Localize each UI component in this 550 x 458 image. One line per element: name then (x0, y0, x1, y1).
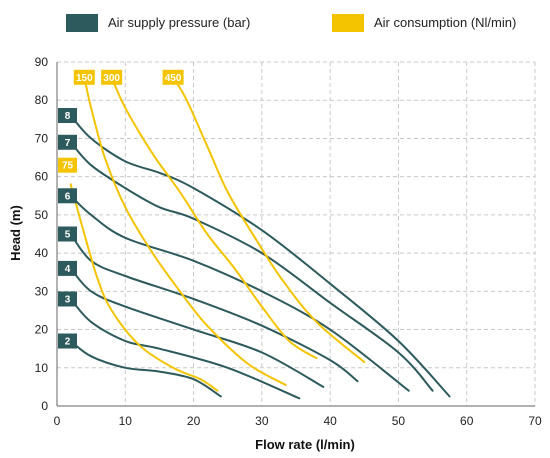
x-tick-label: 10 (119, 414, 133, 428)
series-line-consumption-150 (83, 76, 287, 386)
series-tag-box (58, 188, 77, 204)
x-tick-label: 30 (255, 414, 269, 428)
x-tick-label: 50 (392, 414, 406, 428)
series-tag-box (101, 69, 123, 85)
series-tag-consumption-75: 75 (58, 157, 77, 173)
series-line-pressure-7 (69, 141, 434, 392)
series-tag-box (58, 291, 77, 307)
series-tag-box (162, 69, 184, 85)
series-layer (69, 76, 451, 400)
y-axis-title: Head (m) (8, 205, 23, 261)
axes: 0 10 20 30 40 50 60 70 0 10 20 30 40 50 60 70 80 90 (35, 55, 542, 428)
legend-label-consumption: Air consumption (Nl/min) (374, 15, 516, 30)
series-line-pressure-2 (69, 340, 222, 398)
series-line-consumption-300 (110, 76, 318, 360)
y-tick-label: 80 (35, 93, 49, 107)
series-line-pressure-3 (69, 298, 301, 400)
series-tag-label: 450 (165, 73, 182, 84)
series-tag-box (58, 134, 77, 150)
series-tag-pressure-8: 8 (58, 108, 77, 124)
series-line-pressure-8 (69, 114, 451, 398)
series-tag-box (58, 260, 77, 276)
series-tag-label: 300 (103, 73, 120, 84)
series-line-pressure-6 (69, 194, 410, 392)
x-tick-label: 0 (54, 414, 61, 428)
legend-swatch-pressure (66, 14, 98, 32)
series-tag-box (58, 157, 77, 173)
x-axis-title: Flow rate (l/min) (255, 437, 355, 452)
series-tag-label: 6 (65, 191, 71, 202)
legend-swatch-consumption (332, 14, 364, 32)
y-tick-label: 10 (35, 361, 49, 375)
series-tag-box (58, 108, 77, 124)
x-tick-label: 60 (460, 414, 474, 428)
series-line-pressure-4 (69, 267, 325, 388)
series-tag-label: 7 (65, 138, 71, 149)
series-tag-consumption-150: 150 (73, 69, 95, 85)
y-tick-label: 0 (41, 399, 48, 413)
x-tick-label: 40 (323, 414, 337, 428)
series-tags: 2 3 4 5 6 7 8 75 150 300 450 (58, 69, 184, 349)
series-tag-box (73, 69, 95, 85)
series-tag-pressure-3: 3 (58, 291, 77, 307)
grid (57, 61, 536, 406)
series-tag-pressure-7: 7 (58, 134, 77, 150)
series-line-consumption-75 (69, 183, 219, 392)
series-tag-label: 5 (65, 230, 71, 241)
y-tick-label: 60 (35, 170, 49, 184)
y-tick-label: 90 (35, 55, 49, 69)
y-tick-label: 70 (35, 131, 49, 145)
series-tag-label: 75 (62, 161, 74, 172)
legend: Air supply pressure (bar) Air consumptio… (66, 14, 516, 32)
series-tag-pressure-6: 6 (58, 188, 77, 204)
series-tag-pressure-4: 4 (58, 260, 77, 276)
x-tick-label: 20 (187, 414, 201, 428)
series-tag-pressure-5: 5 (58, 226, 77, 242)
series-tag-label: 150 (76, 73, 93, 84)
legend-label-pressure: Air supply pressure (bar) (108, 15, 250, 30)
series-tag-label: 3 (65, 294, 71, 305)
series-tag-label: 4 (65, 264, 71, 275)
y-tick-label: 50 (35, 208, 49, 222)
series-tag-label: 2 (65, 337, 71, 348)
series-tag-label: 8 (65, 111, 71, 122)
y-tick-label: 20 (35, 323, 49, 337)
y-tick-label: 40 (35, 246, 49, 260)
y-tick-label: 30 (35, 284, 49, 298)
series-tag-consumption-300: 300 (101, 69, 123, 85)
x-tick-label: 70 (528, 414, 542, 428)
series-tag-box (58, 226, 77, 242)
series-line-pressure-5 (69, 233, 359, 383)
series-tag-consumption-450: 450 (162, 69, 184, 85)
series-line-consumption-450 (172, 76, 366, 363)
series-tag-pressure-2: 2 (58, 333, 77, 349)
series-tag-box (58, 333, 77, 349)
